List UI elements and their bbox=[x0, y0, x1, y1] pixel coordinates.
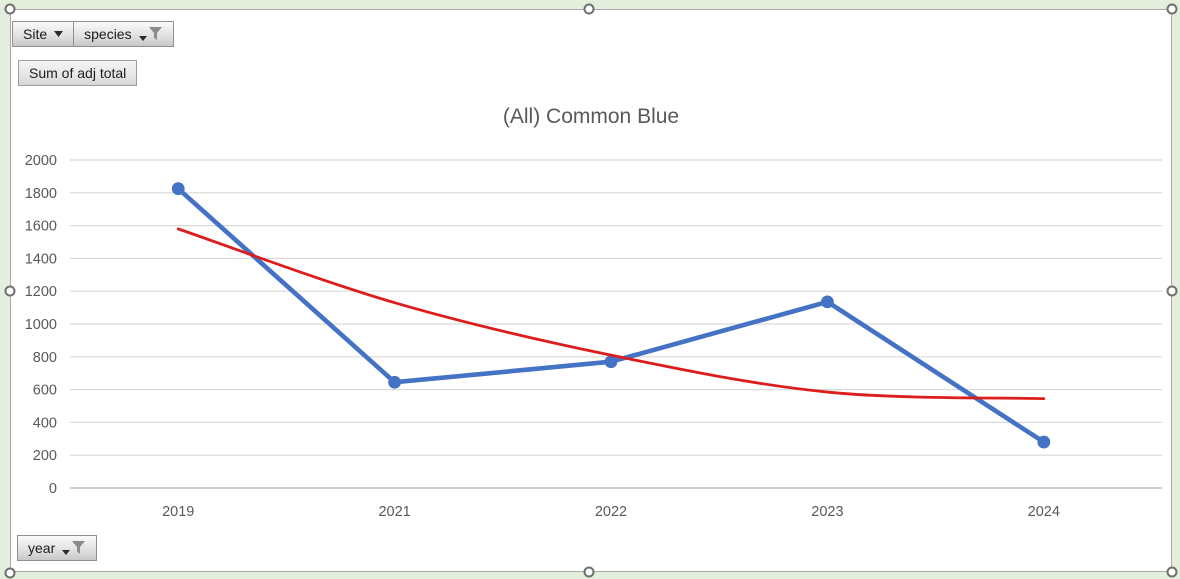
pivot-field-button-site[interactable]: Site bbox=[12, 21, 75, 47]
filter-funnel-icon bbox=[148, 27, 163, 41]
resize-handle-top-right[interactable] bbox=[1166, 3, 1178, 15]
pivot-value-button-sum-of-adj-total[interactable]: Sum of adj total bbox=[18, 60, 138, 86]
dropdown-arrow-icon bbox=[62, 550, 71, 555]
data-point-marker[interactable] bbox=[171, 182, 185, 196]
pivot-field-button-year-label: year bbox=[28, 540, 56, 556]
dropdown-arrow-icon bbox=[138, 36, 147, 41]
y-axis-tick-label: 200 bbox=[33, 448, 57, 464]
x-axis-tick-label: 2023 bbox=[811, 504, 843, 520]
y-axis-tick-label: 600 bbox=[33, 383, 57, 399]
dropdown-arrow-icon bbox=[54, 31, 64, 37]
pivot-value-button-label: Sum of adj total bbox=[29, 65, 127, 81]
chart-title[interactable]: (All) Common Blue bbox=[502, 105, 680, 128]
data-point-marker[interactable] bbox=[821, 295, 834, 309]
x-axis-tick-label: 2019 bbox=[162, 504, 194, 520]
pivot-chart-object[interactable] bbox=[10, 9, 1172, 572]
resize-handle-top-center[interactable] bbox=[583, 3, 595, 15]
resize-handle-bottom-right[interactable] bbox=[1166, 566, 1178, 578]
y-axis-tick-label: 1000 bbox=[25, 317, 57, 333]
x-axis-tick-label: 2021 bbox=[378, 504, 410, 520]
data-point-marker[interactable] bbox=[388, 375, 401, 389]
trendline[interactable] bbox=[176, 227, 1046, 401]
resize-handle-bottom-center[interactable] bbox=[583, 566, 595, 578]
resize-handle-middle-left[interactable] bbox=[4, 285, 16, 297]
series-line[interactable] bbox=[175, 186, 1047, 445]
data-point-marker[interactable] bbox=[604, 355, 618, 369]
x-axis-tick-label: 2024 bbox=[1028, 504, 1060, 520]
y-axis-tick-label: 1600 bbox=[25, 219, 57, 235]
resize-handle-bottom-left[interactable] bbox=[4, 567, 16, 579]
pivot-field-button-site-label: Site bbox=[23, 26, 48, 42]
y-axis-tick-label: 1200 bbox=[25, 284, 57, 300]
y-axis-tick-label: 1800 bbox=[25, 186, 57, 202]
y-axis-tick-label: 2000 bbox=[25, 153, 57, 169]
filter-funnel-icon bbox=[71, 541, 86, 555]
data-point-marker[interactable] bbox=[1037, 435, 1051, 449]
pivot-field-button-year[interactable]: year bbox=[17, 535, 98, 561]
y-axis-tick-label: 1400 bbox=[25, 251, 57, 267]
resize-handle-top-left[interactable] bbox=[4, 3, 16, 15]
pivot-field-button-species-label: species bbox=[84, 26, 132, 42]
y-axis-tick-label: 800 bbox=[33, 350, 57, 366]
pivot-field-button-species[interactable]: species bbox=[73, 21, 174, 47]
y-axis-tick-label: 400 bbox=[33, 415, 57, 431]
resize-handle-middle-right[interactable] bbox=[1166, 285, 1178, 297]
y-axis-tick-label: 0 bbox=[49, 481, 57, 497]
x-axis-tick-label: 2022 bbox=[595, 504, 627, 520]
